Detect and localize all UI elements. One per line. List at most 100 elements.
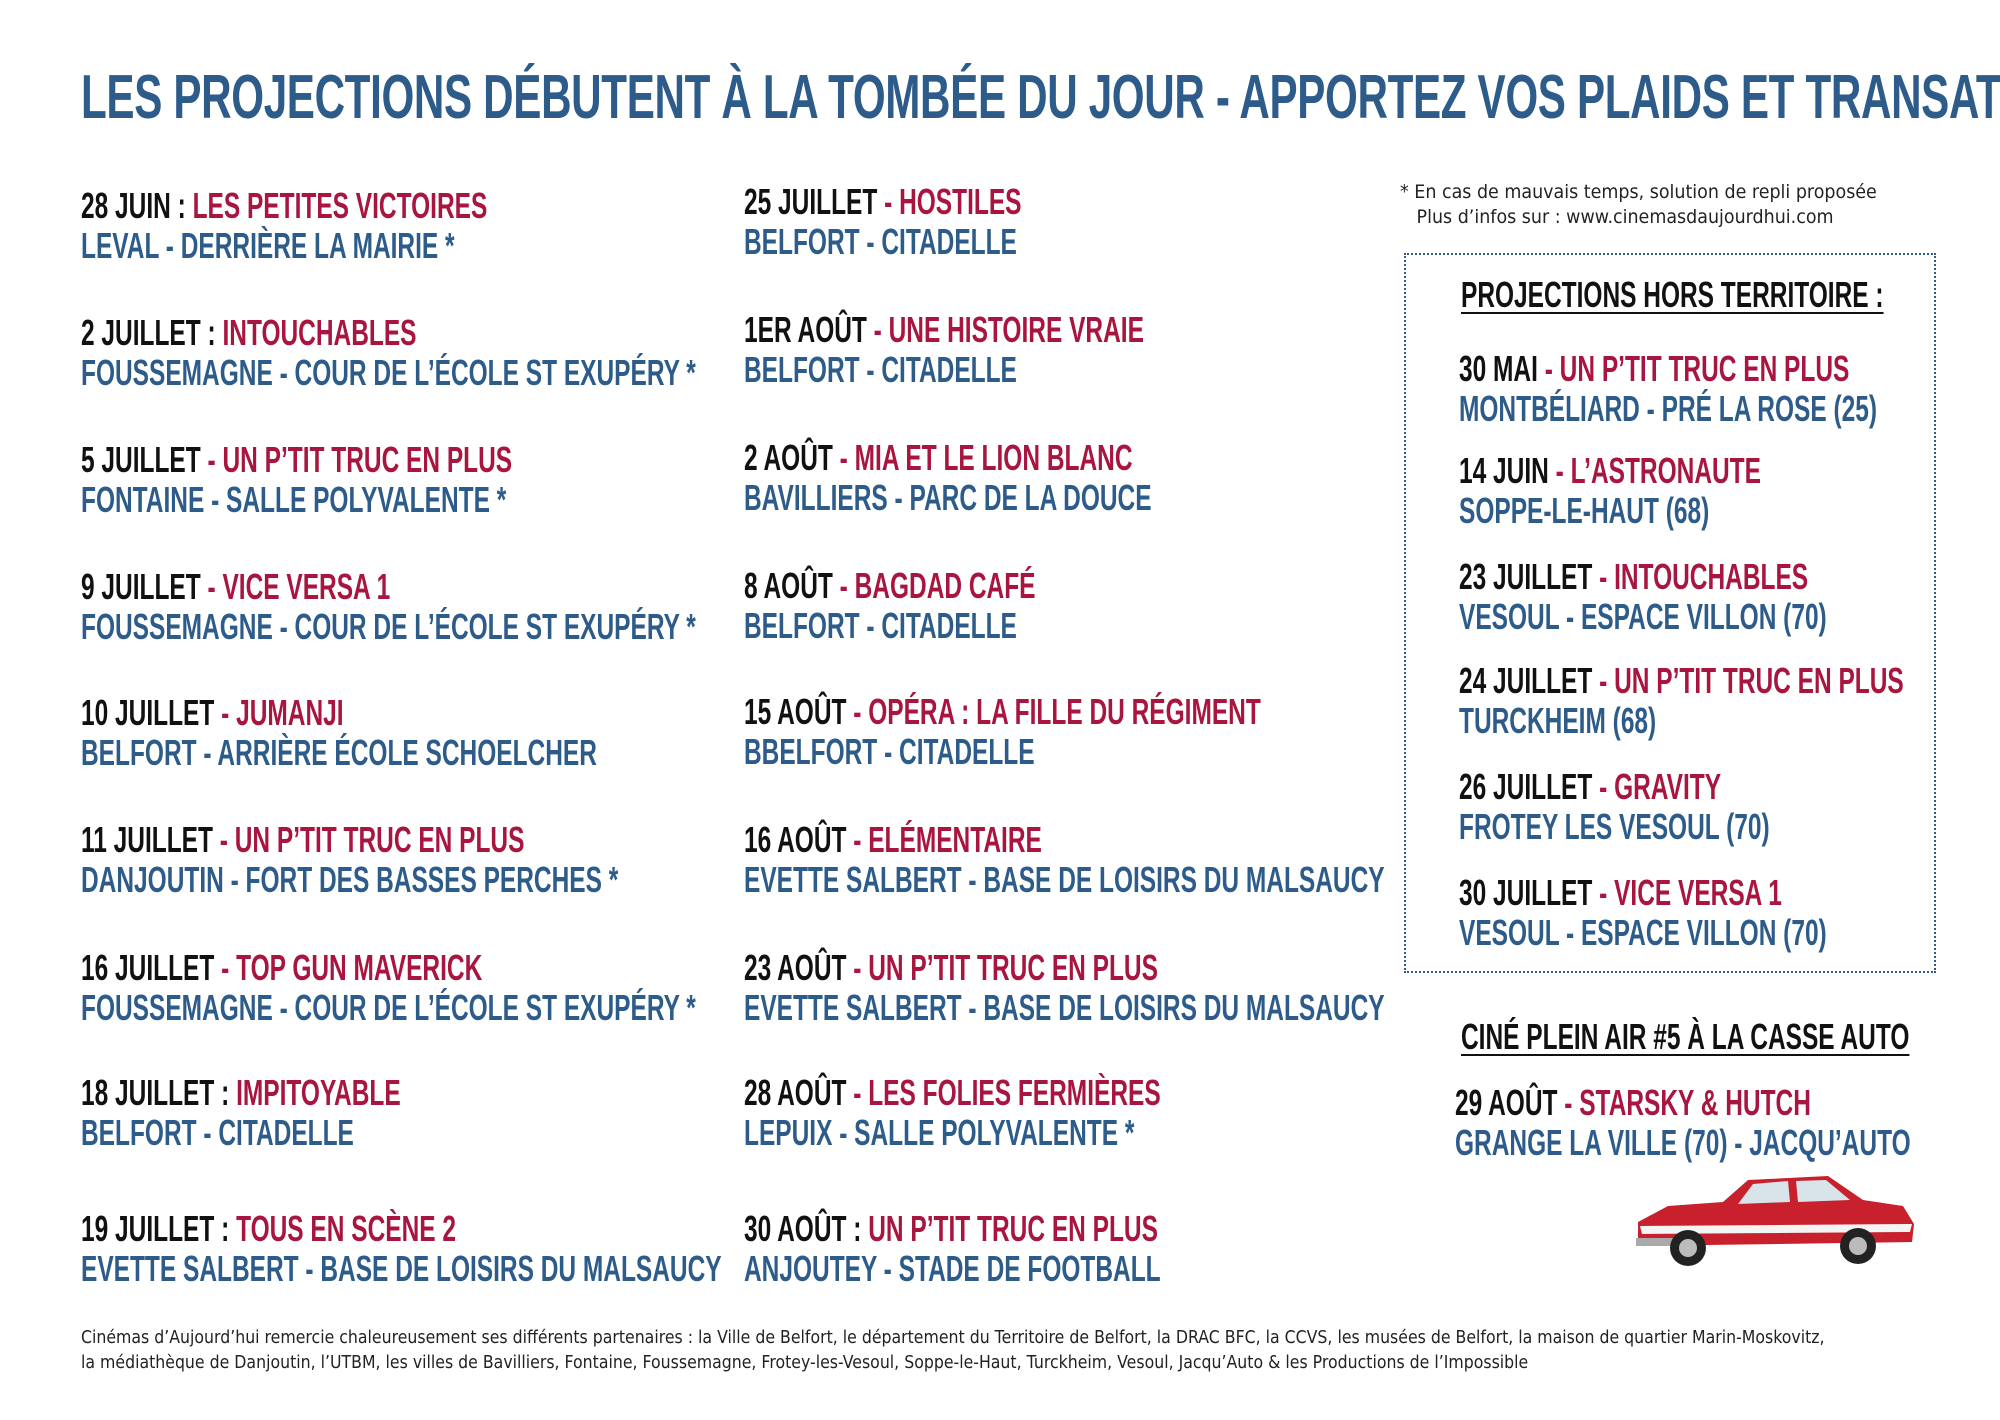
screening-date: 26 JUILLET xyxy=(1459,766,1600,807)
date-film-line: 26 JUILLET - GRAVITY xyxy=(1459,767,1770,807)
footer-line-2: la médiathèque de Danjoutin, l’UTBM, les… xyxy=(81,1353,1529,1373)
screening-entry: 30 JUILLET - VICE VERSA 1 VESOUL - ESPACE… xyxy=(1459,873,2000,953)
film-title: - MIA ET LE LION BLANC xyxy=(839,437,1133,478)
screening-entry: 2 AOÛT - MIA ET LE LION BLANC BAVILLIERS … xyxy=(744,438,1343,518)
date-film-line: 28 AOÛT - LES FOLIES FERMIÈRES xyxy=(744,1073,1161,1113)
film-title: - UN P’TIT TRUC EN PLUS xyxy=(853,947,1158,988)
screening-date: 29 AOÛT xyxy=(1455,1082,1565,1123)
screening-date: 9 JUILLET xyxy=(81,566,208,607)
film-title: TOUS EN SCÈNE 2 xyxy=(236,1208,456,1249)
screening-entry: 23 AOÛT - UN P’TIT TRUC EN PLUS EVETTE SA… xyxy=(744,948,1686,1028)
screening-entry: 5 JUILLET - UN P’TIT TRUC EN PLUS FONTAIN… xyxy=(81,440,715,520)
film-title: - OPÉRA : LA FILLE DU RÉGIMENT xyxy=(853,691,1261,732)
film-title: - TOP GUN MAVERICK xyxy=(221,947,483,988)
date-film-line: 30 JUILLET - VICE VERSA 1 xyxy=(1459,873,1827,913)
screening-entry: 14 JUIN - L’ASTRONAUTE SOPPE-LE-HAUT (68) xyxy=(1459,451,1903,531)
screening-date: 1ER AOÛT xyxy=(744,309,874,350)
page-title: LES PROJECTIONS DÉBUTENT À LA TOMBÉE DU … xyxy=(81,63,2000,132)
hors-territoire-box xyxy=(1404,253,1936,973)
screening-location: LEVAL - DERRIÈRE LA MAIRIE * xyxy=(81,225,455,266)
date-film-line: 10 JUILLET - JUMANJI xyxy=(81,693,597,733)
date-film-line: 5 JUILLET - UN P’TIT TRUC EN PLUS xyxy=(81,440,512,480)
film-title: - BAGDAD CAFÉ xyxy=(839,565,1036,606)
film-title: - ELÉMENTAIRE xyxy=(853,819,1042,860)
screening-date: 16 JUILLET xyxy=(81,947,222,988)
screening-location: FOUSSEMAGNE - COUR DE L’ÉCOLE ST EXUPÉRY… xyxy=(81,987,696,1028)
screening-location: BAVILLIERS - PARC DE LA DOUCE xyxy=(744,477,1152,518)
weather-note: * En cas de mauvais temps, solution de r… xyxy=(1400,180,1877,230)
date-film-line: 24 JUILLET - UN P’TIT TRUC EN PLUS xyxy=(1459,661,1904,701)
date-film-line: 1ER AOÛT - UNE HISTOIRE VRAIE xyxy=(744,310,1144,350)
screening-location: GRANGE LA VILLE (70) - JACQU’AUTO xyxy=(1455,1122,1911,1163)
date-film-line: 16 AOÛT - ELÉMENTAIRE xyxy=(744,820,1385,860)
film-title: - UN P’TIT TRUC EN PLUS xyxy=(219,819,525,860)
screening-date: 14 JUIN xyxy=(1459,450,1556,491)
screening-date: 2 JUILLET : xyxy=(81,312,223,353)
screening-date: 24 JUILLET xyxy=(1459,660,1600,701)
screening-date: 16 AOÛT xyxy=(744,819,854,860)
screening-entry: 24 JUILLET - UN P’TIT TRUC EN PLUS TURCKH… xyxy=(1459,661,2000,741)
screening-entry: 18 JUILLET : IMPITOYABLE BELFORT - CITADE… xyxy=(81,1073,551,1153)
screening-location: BELFORT - ARRIÈRE ÉCOLE SCHOELCHER xyxy=(81,732,597,773)
screening-location: FOUSSEMAGNE - COUR DE L’ÉCOLE ST EXUPÉRY… xyxy=(81,352,696,393)
screening-location: FROTEY LES VESOUL (70) xyxy=(1459,806,1770,847)
screening-location: BELFORT - CITADELLE xyxy=(744,349,1017,390)
screening-date: 10 JUILLET xyxy=(81,692,222,733)
date-film-line: 28 JUIN : LES PETITES VICTOIRES xyxy=(81,186,487,226)
screening-date: 18 JUILLET : xyxy=(81,1072,237,1113)
date-film-line: 30 AOÛT : UN P’TIT TRUC EN PLUS xyxy=(744,1209,1161,1249)
screening-location: LEPUIX - SALLE POLYVALENTE * xyxy=(744,1112,1135,1153)
screening-date: 30 JUILLET xyxy=(1459,872,1600,913)
screening-date: 23 AOÛT xyxy=(744,947,854,988)
casse-auto-heading: CINÉ PLEIN AIR #5 À LA CASSE AUTO xyxy=(1461,1016,2000,1058)
screening-entry: 10 JUILLET - JUMANJI BELFORT - ARRIÈRE ÉC… xyxy=(81,693,840,773)
note-line-1: * En cas de mauvais temps, solution de r… xyxy=(1400,181,1877,203)
note-line-2: Plus d’infos sur : www.cinemasdaujourdhu… xyxy=(1416,206,1834,228)
screening-location: BELFORT - CITADELLE xyxy=(81,1112,354,1153)
screening-entry: 1ER AOÛT - UNE HISTOIRE VRAIE BELFORT - C… xyxy=(744,310,1332,390)
date-film-line: 19 JUILLET : TOUS EN SCÈNE 2 xyxy=(81,1209,722,1249)
date-film-line: 25 JUILLET - HOSTILES xyxy=(744,182,1021,222)
screening-location: FONTAINE - SALLE POLYVALENTE * xyxy=(81,479,507,520)
screening-location: ANJOUTEY - STADE DE FOOTBALL xyxy=(744,1248,1161,1289)
screening-date: 11 JUILLET xyxy=(81,819,220,860)
screening-date: 30 AOÛT : xyxy=(744,1208,869,1249)
date-film-line: 15 AOÛT - OPÉRA : LA FILLE DU RÉGIMENT xyxy=(744,692,1261,732)
screening-location: VESOUL - ESPACE VILLON (70) xyxy=(1459,596,1827,637)
screening-date: 8 AOÛT xyxy=(744,565,840,606)
film-title: UN P’TIT TRUC EN PLUS xyxy=(868,1208,1158,1249)
film-title: - LES FOLIES FERMIÈRES xyxy=(853,1072,1161,1113)
date-film-line: 14 JUIN - L’ASTRONAUTE xyxy=(1459,451,1761,491)
film-title: - STARSKY & HUTCH xyxy=(1564,1082,1811,1123)
screening-entry: 16 JUILLET - TOP GUN MAVERICK FOUSSEMAGNE… xyxy=(81,948,985,1028)
screening-entry: 30 MAI - UN P’TIT TRUC EN PLUS MONTBÉLIAR… xyxy=(1459,349,2000,429)
screening-entry: 23 JUILLET - INTOUCHABLES VESOUL - ESPACE… xyxy=(1459,557,2000,637)
screening-date: 15 AOÛT xyxy=(744,691,854,732)
film-title: - UN P’TIT TRUC EN PLUS xyxy=(1599,660,1904,701)
film-title: - INTOUCHABLES xyxy=(1599,556,1809,597)
film-title: - L’ASTRONAUTE xyxy=(1555,450,1761,491)
screening-entry: 16 AOÛT - ELÉMENTAIRE EVETTE SALBERT - BA… xyxy=(744,820,1686,900)
film-title: - UN P’TIT TRUC EN PLUS xyxy=(1544,348,1850,389)
screening-location: BBELFORT - CITADELLE xyxy=(744,731,1035,772)
screening-entry: 15 AOÛT - OPÉRA : LA FILLE DU RÉGIMENT BB… xyxy=(744,692,1504,772)
film-title: - HOSTILES xyxy=(884,181,1022,222)
footer-line-1: Cinémas d’Aujourd’hui remercie chaleureu… xyxy=(81,1328,1825,1348)
screening-entry: 26 JUILLET - GRAVITY FROTEY LES VESOUL (7… xyxy=(1459,767,1916,847)
screening-location: VESOUL - ESPACE VILLON (70) xyxy=(1459,912,1827,953)
screening-entry: 28 JUIN : LES PETITES VICTOIRES LEVAL - D… xyxy=(81,186,679,266)
date-film-line: 23 AOÛT - UN P’TIT TRUC EN PLUS xyxy=(744,948,1385,988)
hors-territoire-heading: PROJECTIONS HORS TERRITOIRE : xyxy=(1461,274,2000,316)
film-title: - GRAVITY xyxy=(1599,766,1722,807)
screening-date: 28 AOÛT xyxy=(744,1072,854,1113)
red-car-image xyxy=(1636,1176,1914,1266)
screening-date: 2 AOÛT xyxy=(744,437,840,478)
screening-date: 5 JUILLET xyxy=(81,439,208,480)
screening-entry: 9 JUILLET - VICE VERSA 1 FOUSSEMAGNE - CO… xyxy=(81,567,985,647)
date-film-line: 23 JUILLET - INTOUCHABLES xyxy=(1459,557,1827,597)
date-film-line: 30 MAI - UN P’TIT TRUC EN PLUS xyxy=(1459,349,1877,389)
screening-location: DANJOUTIN - FORT DES BASSES PERCHES * xyxy=(81,859,619,900)
screening-location: BELFORT - CITADELLE xyxy=(744,221,1017,262)
screening-location: FOUSSEMAGNE - COUR DE L’ÉCOLE ST EXUPÉRY… xyxy=(81,606,696,647)
date-film-line: 2 JUILLET : INTOUCHABLES xyxy=(81,313,696,353)
